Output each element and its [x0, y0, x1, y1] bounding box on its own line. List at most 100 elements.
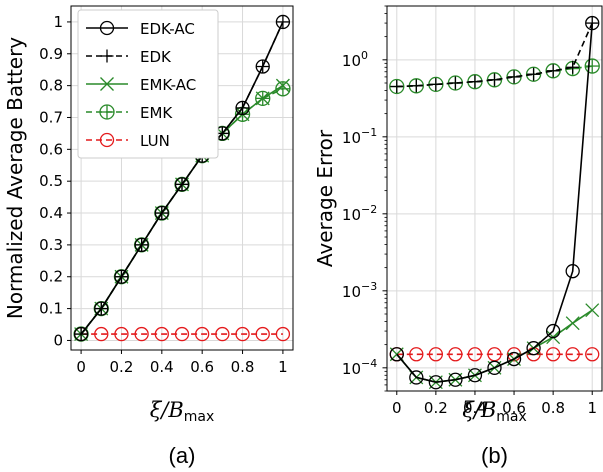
- series-edk-ac: [73, 14, 291, 342]
- y-tick-label: 0.6: [39, 140, 63, 158]
- legend-item-emk: EMK: [86, 104, 173, 122]
- data-point-edk: [488, 73, 501, 87]
- legend-label: EDK: [140, 48, 172, 66]
- legend-marker-emk-ac: [100, 77, 114, 91]
- data-point-edk-ac: [428, 375, 444, 390]
- legend-marker-edk-ac: [99, 20, 115, 36]
- data-point-edk-ac: [94, 301, 109, 316]
- y-tick-exponent: −3: [361, 280, 377, 293]
- data-point-emk-ac: [275, 78, 290, 93]
- data-point-edk-ac: [409, 370, 424, 385]
- data-point-lun: [94, 326, 109, 342]
- panel-label-a: (a): [169, 443, 196, 468]
- legend-label: EDK-AC: [140, 20, 195, 38]
- data-point-edk: [546, 64, 560, 78]
- data-point-edk-ac: [585, 15, 600, 31]
- data-point-edk-ac: [275, 14, 291, 30]
- series-line-edk-ac: [80, 21, 284, 335]
- x-tick-label: 0.4: [463, 399, 487, 417]
- y-tick-label: 10: [342, 360, 361, 378]
- data-point-lun: [134, 326, 149, 342]
- data-point-edk: [468, 75, 482, 89]
- data-point-edk: [409, 79, 423, 93]
- data-point-lun: [195, 326, 210, 342]
- y-tick-label: 0.5: [39, 172, 63, 190]
- data-point-emk: [584, 58, 600, 74]
- x-tick-label: 1: [278, 358, 288, 376]
- data-point-lun: [215, 326, 230, 342]
- data-point-lun: [255, 326, 270, 342]
- y-tick-exponent: −4: [361, 357, 377, 370]
- legend-marker-lun: [99, 132, 115, 148]
- data-point-edk-ac: [73, 326, 89, 342]
- y-tick-label: 0.1: [39, 300, 63, 318]
- series-edk: [390, 16, 599, 94]
- data-point-lun: [448, 347, 463, 362]
- y-tick-label: 0.2: [39, 268, 63, 286]
- y-axis-label-a: Normalized Average Battery: [3, 37, 27, 319]
- y-tick-label: 10: [342, 206, 361, 224]
- data-point-edk-ac: [467, 368, 483, 383]
- x-tick-label: 0.4: [150, 358, 174, 376]
- data-point-edk: [448, 76, 462, 90]
- data-point-lun: [467, 347, 483, 362]
- y-tick-label: 0.4: [39, 204, 63, 222]
- data-point-edk-ac: [506, 351, 522, 367]
- y-tick-label: 0.8: [39, 77, 63, 95]
- series-edk-ac: [389, 15, 600, 390]
- data-point-edk-ac: [487, 360, 502, 375]
- legend-marker-emk: [99, 104, 115, 120]
- y-tick-label: 0: [53, 331, 63, 349]
- chart-panel-a: 0 0.2 0.4 0.6 0.8 1 0 0.1 0.2 0.3 0.4 0.5 0.6 0.7 0.8 0…: [3, 5, 294, 468]
- data-point-edk-ac: [174, 177, 190, 192]
- data-point-edk-ac: [154, 205, 169, 221]
- legend-label: EMK-AC: [140, 76, 196, 94]
- data-point-edk-ac: [389, 347, 404, 362]
- data-point-emk-ac: [585, 303, 600, 318]
- data-point-lun: [235, 326, 250, 342]
- legend-item-emk-ac: EMK-AC: [86, 76, 196, 94]
- data-point-edk: [507, 70, 521, 84]
- x-tick-label: 0.6: [502, 399, 526, 417]
- data-point-edk: [429, 77, 443, 91]
- data-point-edk-ac: [526, 341, 541, 356]
- legend: EDK-AC EDK EMK-AC EMK LUN: [77, 9, 219, 159]
- legend-box: [77, 9, 219, 159]
- data-point-edk-ac: [134, 237, 149, 253]
- y-tick-label: 10: [342, 52, 361, 70]
- series-lun: [389, 347, 600, 362]
- series-line-emk-ac: [396, 309, 593, 384]
- legend-label: LUN: [140, 132, 170, 150]
- legend-item-lun: LUN: [86, 132, 170, 150]
- x-tick-label: 0.8: [231, 358, 255, 376]
- x-tick-label: 0: [392, 399, 402, 417]
- data-point-edk-ac: [255, 59, 270, 74]
- data-point-lun: [545, 347, 561, 362]
- x-tick-label: 1: [587, 399, 597, 417]
- legend-item-edk-ac: EDK-AC: [86, 20, 195, 38]
- y-axis-label-b: Average Error: [313, 129, 337, 267]
- data-point-lun: [409, 347, 424, 362]
- y-tick-exponent: 0: [361, 49, 368, 62]
- data-point-emk-ac: [565, 316, 580, 331]
- series-lun: [73, 326, 291, 342]
- x-tick-label: 0.2: [110, 358, 134, 376]
- y-tick-exponent: −1: [361, 126, 377, 139]
- y-tick-label: 0.9: [39, 45, 63, 63]
- x-axis-label-a: ξ/Bmax: [150, 398, 215, 425]
- x-tick-label: 0.2: [424, 399, 448, 417]
- legend-marker-edk: [100, 49, 114, 63]
- data-point-edk-ac: [545, 323, 561, 339]
- data-point-lun: [506, 347, 522, 362]
- data-point-lun: [275, 326, 291, 342]
- data-point-lun: [154, 326, 169, 342]
- data-point-lun: [428, 347, 444, 362]
- data-point-edk: [390, 80, 404, 94]
- x-axis-label-b: ξ/Bmax: [462, 398, 527, 425]
- series-emk-ac: [389, 303, 600, 390]
- y-tick-label: 10: [342, 129, 361, 147]
- data-point-edk-ac: [448, 372, 463, 387]
- data-point-edk-ac: [565, 264, 580, 279]
